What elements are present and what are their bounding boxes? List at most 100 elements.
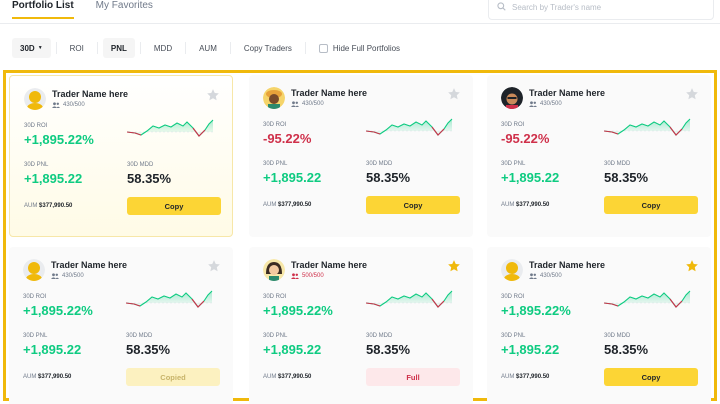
divider: [229, 42, 231, 54]
trader-name[interactable]: Trader Name here: [529, 88, 606, 98]
full-button[interactable]: Full: [366, 368, 460, 386]
pnl-value: +1,895.22: [23, 342, 82, 357]
trader-name[interactable]: Trader Name here: [291, 260, 368, 270]
divider: [139, 42, 141, 54]
favorite-star-icon[interactable]: [447, 259, 461, 273]
users-icon: [529, 101, 537, 107]
sort-pnl[interactable]: PNL: [102, 38, 135, 58]
aum-label: AUM: [501, 202, 515, 208]
aum-info: AUM $377,990.50: [501, 202, 549, 208]
trader-card[interactable]: Trader Name here 430/500 30D ROI -95.22% 30D…: [249, 75, 473, 237]
top-tabs: Portfolio List My Favorites: [12, 0, 153, 22]
header-divider: [0, 23, 720, 24]
followers-count: 430/500: [52, 102, 85, 108]
users-icon: [529, 273, 537, 279]
sort-roi[interactable]: ROI: [69, 43, 84, 53]
aum-value: $377,990.50: [278, 202, 312, 208]
hide-full-toggle[interactable]: Hide Full Portfolios: [318, 43, 401, 53]
roi-value: +1,895.22%: [263, 303, 333, 318]
sort-mdd[interactable]: MDD: [153, 43, 173, 53]
trader-name[interactable]: Trader Name here: [291, 88, 368, 98]
followers-count: 430/500: [529, 273, 562, 279]
trader-card[interactable]: Trader Name here 430/500 30D ROI +1,895.22%…: [9, 75, 233, 237]
sort-aum[interactable]: AUM: [199, 43, 217, 53]
mdd-value: 58.35%: [366, 342, 411, 357]
mdd-value: 58.35%: [604, 170, 649, 185]
trader-card[interactable]: Trader Name here 430/500 30D ROI +1,895.22%…: [487, 247, 711, 404]
roi-value: -95.22%: [501, 131, 550, 146]
favorite-star-icon[interactable]: [685, 87, 699, 101]
aum-info: AUM $377,990.50: [23, 374, 71, 380]
favorite-star-icon[interactable]: [207, 259, 221, 273]
trader-name[interactable]: Trader Name here: [51, 260, 128, 270]
yellow-avatar-icon: [24, 88, 46, 110]
followers-value: 500/500: [302, 273, 324, 279]
aum-info: AUM $377,990.50: [24, 203, 72, 209]
search-icon: [497, 0, 506, 16]
divider: [185, 42, 187, 54]
pnl-value: +1,895.22: [263, 342, 322, 357]
trader-card[interactable]: Trader Name here 430/500 30D ROI +1,895.22%…: [9, 247, 233, 404]
copy-button[interactable]: Copy: [127, 197, 221, 215]
trader-card[interactable]: Trader Name here 500/500 30D ROI +1,895.22%…: [249, 247, 473, 404]
aum-value: $377,990.50: [516, 374, 550, 380]
roi-value: +1,895.22%: [501, 303, 571, 318]
mdd-label: 30D MDD: [366, 333, 393, 339]
aum-label: AUM: [501, 374, 515, 380]
mdd-value: 58.35%: [127, 171, 172, 186]
trader-name[interactable]: Trader Name here: [529, 260, 606, 270]
favorite-star-icon[interactable]: [447, 87, 461, 101]
tab-portfolio-list[interactable]: Portfolio List: [12, 0, 74, 22]
roi-label: 30D ROI: [263, 294, 287, 300]
girl-avatar-icon: [263, 259, 285, 281]
pnl-label: 30D PNL: [501, 161, 526, 167]
divider: [55, 42, 57, 54]
aum-label: AUM: [24, 203, 38, 209]
pnl-label: 30D PNL: [23, 333, 48, 339]
roi-label: 30D ROI: [24, 123, 48, 129]
roi-label: 30D ROI: [501, 122, 525, 128]
caret-down-icon: ▼: [37, 45, 43, 51]
roi-sparkline: [604, 118, 692, 136]
copy-button[interactable]: Copy: [604, 196, 698, 214]
pnl-label: 30D PNL: [263, 333, 288, 339]
roi-sparkline: [126, 290, 214, 308]
search-input[interactable]: [512, 2, 692, 12]
mdd-value: 58.35%: [604, 342, 649, 357]
hide-full-label: Hide Full Portfolios: [332, 43, 401, 53]
users-icon: [291, 273, 299, 279]
aum-value: $377,990.50: [38, 374, 72, 380]
roi-value: -95.22%: [263, 131, 312, 146]
followers-count: 500/500: [291, 273, 324, 279]
roi-sparkline: [127, 119, 215, 137]
followers-value: 430/500: [540, 273, 562, 279]
period-select[interactable]: 30D ▼: [12, 38, 51, 58]
copy-button[interactable]: Copy: [604, 368, 698, 386]
users-icon: [52, 102, 60, 108]
divider: [96, 42, 98, 54]
followers-value: 430/500: [540, 101, 562, 107]
pnl-value: +1,895.22: [263, 170, 322, 185]
tab-my-favorites[interactable]: My Favorites: [95, 0, 153, 11]
roi-sparkline: [604, 290, 692, 308]
followers-count: 430/500: [529, 101, 562, 107]
mdd-label: 30D MDD: [604, 161, 631, 167]
hide-full-checkbox[interactable]: [318, 43, 328, 53]
trader-name[interactable]: Trader Name here: [52, 89, 129, 99]
roi-label: 30D ROI: [263, 122, 287, 128]
aum-info: AUM $377,990.50: [501, 374, 549, 380]
aum-info: AUM $377,990.50: [263, 374, 311, 380]
copied-button[interactable]: Copied: [126, 368, 220, 386]
sort-copy-traders[interactable]: Copy Traders: [243, 43, 292, 53]
followers-value: 430/500: [302, 101, 324, 107]
aum-label: AUM: [23, 374, 37, 380]
favorite-star-icon[interactable]: [685, 259, 699, 273]
favorite-star-icon[interactable]: [206, 88, 220, 102]
mdd-label: 30D MDD: [126, 333, 153, 339]
search-box: [488, 0, 714, 20]
trader-card[interactable]: Trader Name here 430/500 30D ROI -95.22% 30D…: [487, 75, 711, 237]
pnl-label: 30D PNL: [263, 161, 288, 167]
copy-button[interactable]: Copy: [366, 196, 460, 214]
pnl-value: +1,895.22: [501, 342, 560, 357]
aum-value: $377,990.50: [278, 374, 312, 380]
